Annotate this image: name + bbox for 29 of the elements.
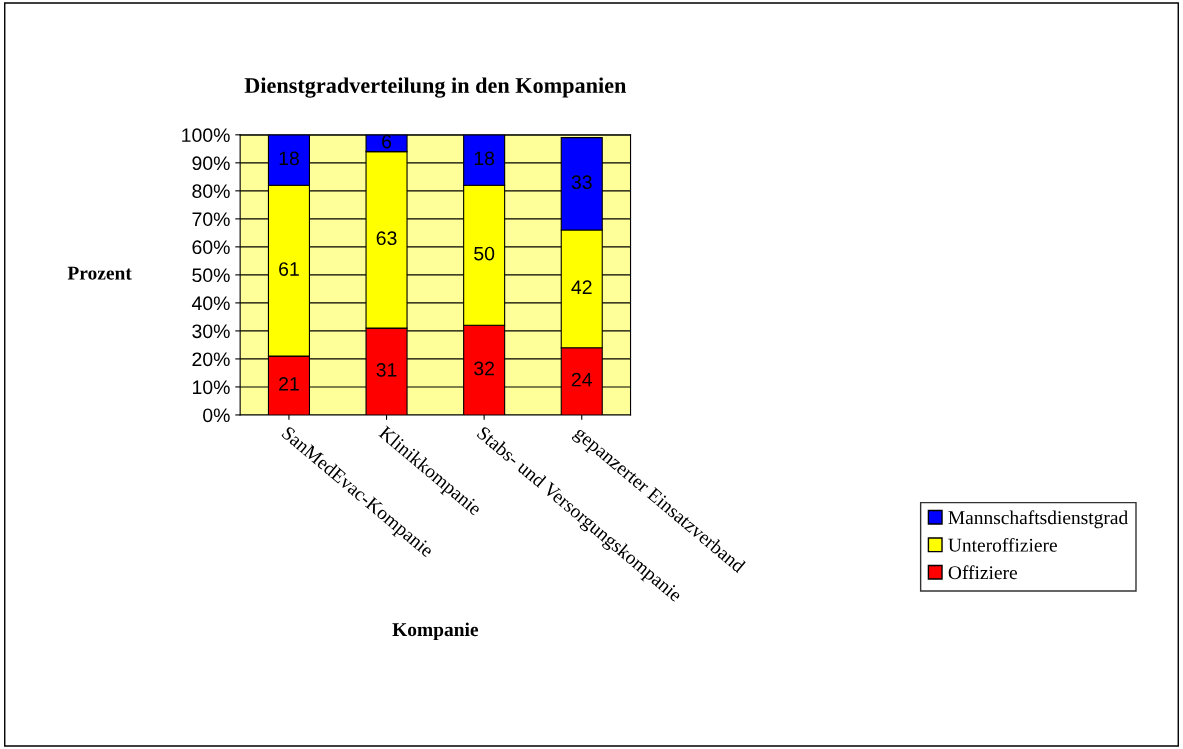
- data-label: 6: [382, 134, 392, 149]
- data-label: 61: [279, 262, 299, 276]
- y-tick-label: 40%: [191, 296, 230, 311]
- y-tick-label: 90%: [192, 156, 230, 171]
- data-label: 18: [474, 151, 495, 166]
- x-axis-title: Kompanie: [392, 622, 479, 641]
- y-tick-label: 80%: [192, 184, 230, 199]
- y-tick-label: 100%: [182, 128, 230, 143]
- legend-label: Mannschaftsdienstgrad: [948, 510, 1128, 529]
- data-label: 24: [571, 372, 592, 387]
- y-tick-label: 70%: [192, 212, 230, 227]
- data-label: 32: [474, 361, 494, 376]
- data-label: 33: [571, 175, 592, 190]
- legend-label: Offiziere: [948, 565, 1017, 580]
- data-label: 63: [376, 231, 397, 246]
- chart-title: Dienstgradverteilung in den Kompanien: [244, 77, 627, 98]
- y-tick-label: 30%: [192, 324, 230, 339]
- y-tick-label: 60%: [192, 240, 230, 255]
- y-tick-label: 20%: [192, 352, 230, 367]
- data-label: 21: [279, 376, 299, 391]
- y-tick-label: 0%: [203, 408, 230, 423]
- y-axis-title: Prozent: [67, 266, 132, 280]
- data-label: 31: [376, 362, 397, 377]
- y-tick-label: 10%: [192, 380, 230, 395]
- legend-label: Unteroffiziere: [948, 537, 1057, 552]
- data-label: 42: [571, 280, 592, 294]
- data-label: 18: [279, 151, 299, 166]
- data-label: 50: [474, 246, 495, 261]
- y-tick-label: 50%: [192, 268, 230, 283]
